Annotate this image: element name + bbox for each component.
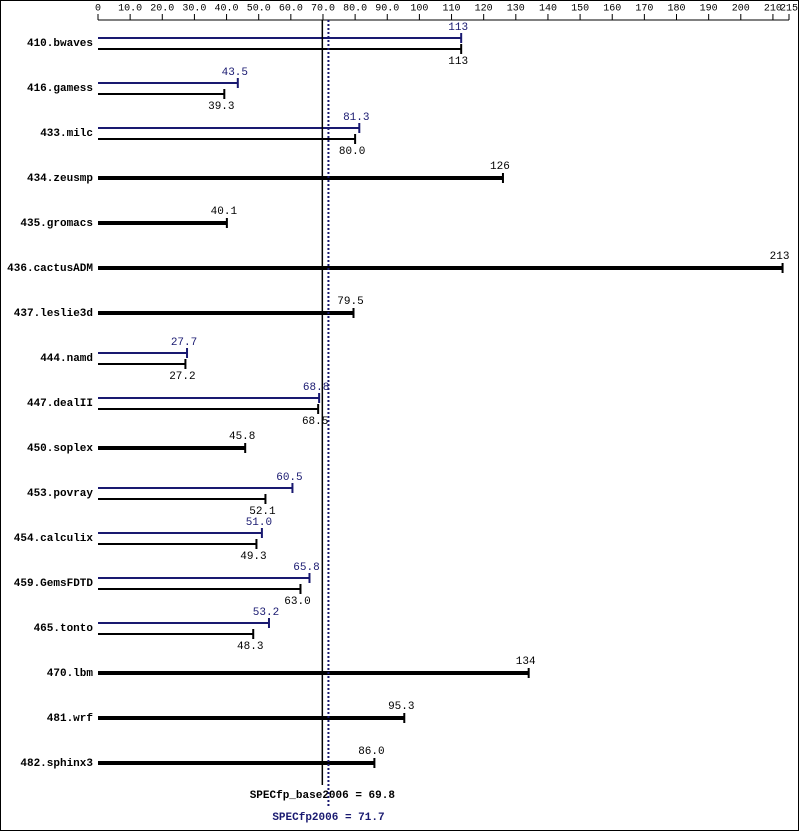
reference-label: SPECfp_base2006 = 69.8	[250, 790, 396, 802]
category-label: 416.gamess	[27, 83, 93, 95]
category-label: 447.dealII	[27, 398, 93, 410]
value-label: 49.3	[240, 551, 266, 563]
value-label: 39.3	[208, 101, 234, 113]
x-tick-label: 60.0	[279, 4, 303, 15]
x-tick-label: 140	[539, 4, 557, 15]
value-label: 53.2	[253, 607, 279, 619]
x-tick-label: 70.0	[311, 4, 335, 15]
value-label: 43.5	[222, 67, 248, 79]
value-label: 68.8	[303, 382, 329, 394]
x-tick-label: 90.0	[375, 4, 399, 15]
category-label: 481.wrf	[47, 713, 94, 725]
value-label: 65.8	[293, 562, 319, 574]
x-tick-label: 200	[732, 4, 750, 15]
category-label: 470.lbm	[47, 668, 94, 680]
value-label: 95.3	[388, 701, 414, 713]
category-label: 436.cactusADM	[7, 263, 93, 275]
x-tick-label: 130	[507, 4, 525, 15]
category-label: 459.GemsFDTD	[14, 578, 94, 590]
x-tick-label: 120	[475, 4, 493, 15]
value-label: 113	[448, 56, 468, 68]
value-label: 113	[448, 22, 468, 34]
value-label: 86.0	[358, 746, 384, 758]
category-label: 434.zeusmp	[27, 173, 93, 185]
value-label: 45.8	[229, 431, 255, 443]
x-tick-label: 150	[571, 4, 589, 15]
x-tick-label: 110	[443, 4, 461, 15]
category-label: 454.calculix	[14, 533, 94, 545]
category-label: 433.milc	[40, 128, 93, 140]
value-label: 27.7	[171, 337, 197, 349]
value-label: 134	[516, 656, 536, 668]
category-label: 453.povray	[27, 488, 93, 500]
value-label: 52.1	[249, 506, 276, 518]
category-label: 437.leslie3d	[14, 308, 93, 320]
x-tick-label: 170	[635, 4, 653, 15]
value-label: 27.2	[169, 371, 195, 383]
value-label: 60.5	[276, 472, 302, 484]
category-label: 482.sphinx3	[20, 758, 93, 770]
value-label: 51.0	[246, 517, 272, 529]
category-label: 410.bwaves	[27, 38, 93, 50]
value-label: 68.5	[302, 416, 328, 428]
x-tick-label: 40.0	[215, 4, 239, 15]
category-label: 450.soplex	[27, 443, 93, 455]
x-tick-label: 100	[410, 4, 428, 15]
x-tick-label: 30.0	[182, 4, 206, 15]
x-tick-label: 210	[764, 4, 782, 15]
x-tick-label: 180	[668, 4, 686, 15]
x-tick-label: 10.0	[118, 4, 142, 15]
x-tick-label: 50.0	[247, 4, 271, 15]
value-label: 63.0	[284, 596, 310, 608]
category-label: 435.gromacs	[20, 218, 93, 230]
x-tick-label: 190	[700, 4, 718, 15]
x-tick-label: 20.0	[150, 4, 174, 15]
value-label: 80.0	[339, 146, 365, 158]
x-tick-label: 0	[95, 4, 101, 15]
value-label: 40.1	[211, 206, 238, 218]
value-label: 48.3	[237, 641, 263, 653]
x-tick-label: 80.0	[343, 4, 367, 15]
value-label: 79.5	[337, 296, 363, 308]
x-tick-label: 215	[780, 4, 798, 15]
category-label: 465.tonto	[34, 623, 94, 635]
x-tick-label: 160	[603, 4, 621, 15]
category-label: 444.namd	[40, 353, 93, 365]
value-label: 213	[770, 251, 790, 263]
reference-label: SPECfp2006 = 71.7	[272, 812, 384, 824]
value-label: 81.3	[343, 112, 369, 124]
value-label: 126	[490, 161, 510, 173]
